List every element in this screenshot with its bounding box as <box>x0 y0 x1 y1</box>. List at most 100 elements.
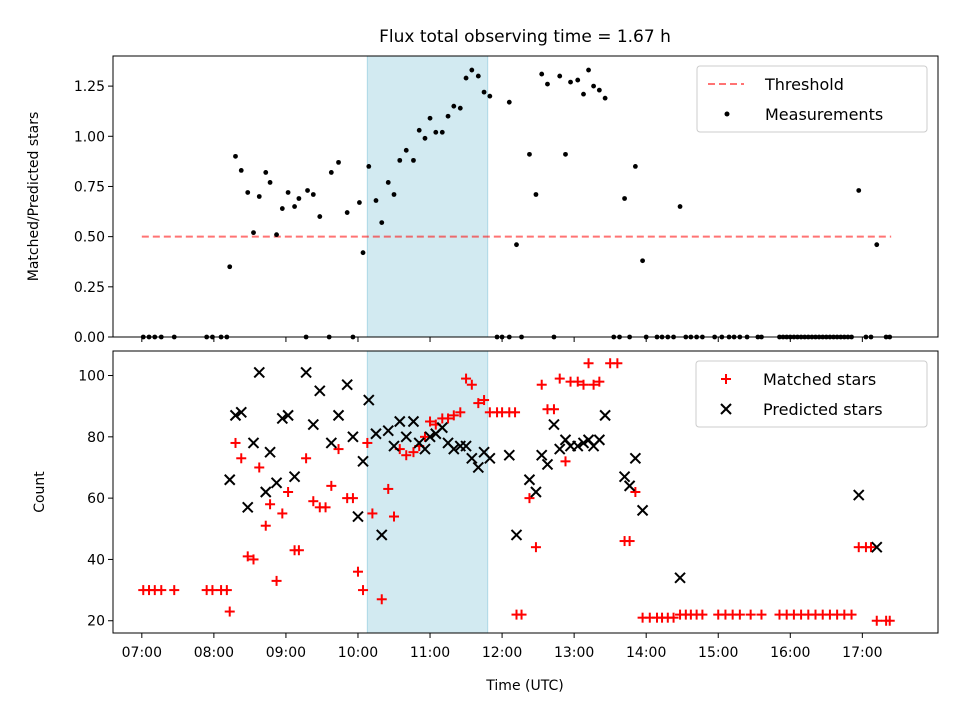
predicted-star-point <box>510 529 523 541</box>
measurement-point <box>279 206 285 211</box>
measurement-point <box>285 190 291 195</box>
x-tick-label: 09:00 <box>266 645 306 661</box>
ratio-y-axis-label: Matched/Predicted stars <box>26 112 42 282</box>
measurement-point <box>475 73 481 79</box>
count-panel-frame <box>112 350 939 634</box>
matched-star-point <box>524 493 535 504</box>
chart-title: Flux total observing time = 1.67 h <box>379 27 671 47</box>
measurement-point <box>557 73 563 79</box>
measurement-point <box>586 67 591 73</box>
matched-star-point <box>254 462 265 473</box>
predicted-star-point <box>370 428 382 440</box>
measurement-point <box>305 188 310 193</box>
measurement-point <box>373 198 379 203</box>
measurement-point <box>539 71 545 77</box>
measurement-point <box>360 250 366 256</box>
measurement-point <box>439 129 445 135</box>
matched-star-point <box>358 585 369 596</box>
ratio-x-ticks <box>141 337 863 342</box>
matched-star-point <box>510 407 521 418</box>
predicted-star-point <box>382 424 394 437</box>
measurement-point <box>622 196 627 201</box>
predicted-star-point <box>229 409 242 422</box>
measurement-point <box>411 157 416 163</box>
predicted-star-points <box>224 366 883 584</box>
matched-star-point <box>320 502 331 513</box>
matched-star-point <box>383 483 394 494</box>
measurement-point <box>227 264 233 270</box>
measurement-point <box>245 190 251 195</box>
measurement-point <box>238 168 244 173</box>
measurement-point <box>463 75 469 81</box>
matched-star-point <box>455 407 466 418</box>
matched-star-point <box>536 379 547 390</box>
measurement-point <box>874 242 880 248</box>
measurement-point <box>677 204 683 209</box>
predicted-star-point <box>282 409 294 422</box>
matched-star-point <box>347 493 358 504</box>
predicted-star-point <box>436 421 448 434</box>
predicted-star-point <box>599 409 611 422</box>
matched-star-point <box>756 609 767 620</box>
predicted-star-point <box>466 452 478 464</box>
legend-predicted-label: Predicted stars <box>763 400 883 419</box>
measurement-point <box>545 81 550 87</box>
matched-star-point <box>668 612 679 623</box>
measurement-point <box>533 192 539 197</box>
predicted-star-point <box>242 501 254 514</box>
predicted-star-point <box>264 446 276 458</box>
predicted-star-point <box>314 385 326 397</box>
measurement-point <box>591 83 596 89</box>
predicted-star-point <box>871 541 883 553</box>
legend-predicted-swatch <box>720 403 732 415</box>
measurement-point <box>581 91 586 97</box>
matched-star-point <box>745 609 756 620</box>
predicted-star-point <box>577 437 590 449</box>
y-tick-label: 0.50 <box>74 230 105 246</box>
x-tick-label: 13:00 <box>554 645 594 661</box>
matched-star-point <box>367 508 378 519</box>
measurement-point <box>274 232 279 238</box>
matched-star-point <box>362 437 373 448</box>
predicted-star-point <box>460 440 472 452</box>
x-tick-label: 11:00 <box>410 645 450 661</box>
predicted-star-point <box>388 440 400 452</box>
x-tick-label: 17:00 <box>842 645 882 661</box>
measurement-point <box>527 151 532 157</box>
predicted-star-point <box>307 418 320 431</box>
measurement-point <box>575 77 581 83</box>
x-tick-label: 12:00 <box>482 645 522 661</box>
y-tick-label: 1.25 <box>74 79 105 95</box>
matched-star-point <box>333 444 344 455</box>
matched-star-points <box>138 358 895 626</box>
matched-star-point <box>624 536 635 547</box>
measurement-point <box>602 95 608 101</box>
count-observing-window-span <box>366 350 489 634</box>
y-tick-label: 0.25 <box>74 280 105 296</box>
matched-star-point <box>248 554 259 565</box>
measurement-point <box>403 147 409 153</box>
y-tick-label: 1.00 <box>74 129 105 145</box>
matched-star-point <box>578 379 589 390</box>
predicted-star-point <box>548 418 560 431</box>
predicted-star-point <box>347 431 359 443</box>
x-tick-label: 15:00 <box>698 645 738 661</box>
y-tick-label: 0.00 <box>74 330 105 346</box>
x-axis-label: Time (UTC) <box>485 678 563 694</box>
predicted-star-point <box>674 572 686 584</box>
predicted-star-point <box>536 449 548 461</box>
matched-star-point <box>548 404 559 415</box>
predicted-star-point <box>332 409 345 422</box>
predicted-star-point <box>376 529 388 541</box>
count-panel: 20 40 60 80 100 07:00 08:00 09:00 10:00 11:00 12:… <box>32 350 939 694</box>
measurement-point <box>433 129 439 135</box>
matched-star-point <box>612 358 623 369</box>
matched-star-point <box>846 609 857 620</box>
matched-star-point <box>401 450 412 461</box>
measurement-point <box>267 180 273 185</box>
matched-star-point <box>301 453 312 464</box>
measurement-point <box>379 220 385 225</box>
measurement-point <box>310 192 316 197</box>
predicted-star-point <box>300 366 312 379</box>
